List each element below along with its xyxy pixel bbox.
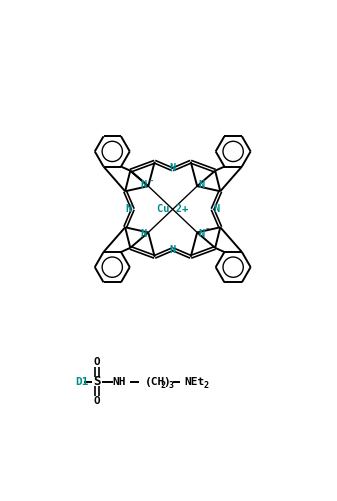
Text: D1: D1 [75, 377, 89, 387]
Text: N: N [141, 180, 147, 190]
Text: O: O [93, 396, 100, 406]
Text: N: N [170, 245, 176, 256]
Text: N: N [213, 204, 220, 214]
Text: N: N [140, 229, 146, 238]
Text: S: S [93, 375, 100, 388]
Text: Cu 2+: Cu 2+ [157, 204, 188, 214]
Text: N: N [198, 180, 204, 190]
Text: N: N [170, 163, 176, 173]
Text: NH: NH [112, 377, 125, 387]
Text: O: O [93, 357, 100, 367]
Text: 2: 2 [203, 381, 208, 390]
Text: ): ) [164, 377, 171, 387]
Text: N: N [198, 229, 204, 238]
Text: NEt: NEt [184, 377, 205, 387]
Text: (CH: (CH [145, 377, 165, 387]
Text: 3: 3 [168, 381, 173, 390]
Text: N: N [126, 204, 132, 214]
Text: -: - [205, 225, 210, 234]
Text: -: - [148, 176, 154, 185]
Text: 2: 2 [160, 381, 165, 390]
